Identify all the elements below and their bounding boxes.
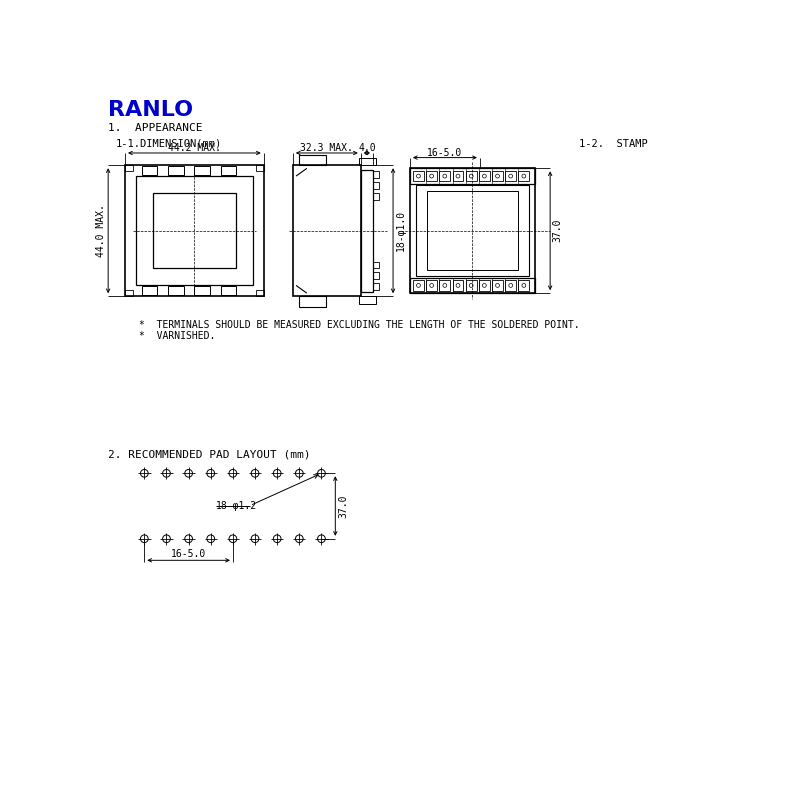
Bar — [299, 296, 326, 307]
Bar — [518, 280, 530, 291]
Text: 2. RECOMMENDED PAD LAYOUT (mm): 2. RECOMMENDED PAD LAYOUT (mm) — [108, 449, 310, 459]
Text: 32.3 MAX.: 32.3 MAX. — [301, 143, 354, 154]
Bar — [221, 286, 236, 295]
Bar — [373, 283, 379, 290]
Text: *  TERMINALS SHOULD BE MEASURED EXCLUDING THE LENGTH OF THE SOLDERED POINT.: * TERMINALS SHOULD BE MEASURED EXCLUDING… — [139, 321, 579, 330]
Bar — [439, 280, 450, 291]
Bar — [416, 186, 529, 276]
Bar — [466, 280, 477, 291]
Bar — [373, 193, 379, 200]
Bar — [361, 170, 373, 291]
Bar — [256, 290, 264, 296]
Bar — [413, 280, 424, 291]
Bar — [426, 280, 437, 291]
Text: 16-5.0: 16-5.0 — [427, 148, 462, 158]
Bar — [136, 176, 253, 286]
Bar — [153, 193, 236, 269]
Bar — [427, 191, 518, 270]
Bar — [426, 170, 437, 182]
Bar — [194, 286, 210, 295]
Text: 1.  APPEARANCE: 1. APPEARANCE — [108, 123, 202, 134]
Bar — [453, 170, 463, 182]
Bar — [479, 280, 490, 291]
Bar — [439, 170, 450, 182]
Bar — [221, 166, 236, 175]
Bar — [373, 272, 379, 279]
Bar — [125, 166, 133, 171]
Bar — [299, 154, 326, 166]
Bar — [373, 182, 379, 189]
Bar — [194, 166, 210, 175]
Bar — [518, 170, 530, 182]
Bar — [142, 166, 158, 175]
Bar — [359, 158, 376, 166]
Bar — [142, 286, 158, 295]
Bar — [492, 280, 503, 291]
Text: 44.2 MAX.: 44.2 MAX. — [168, 143, 221, 154]
Text: 18-φ1.2: 18-φ1.2 — [216, 501, 258, 511]
Bar — [256, 166, 264, 171]
Bar — [373, 171, 379, 178]
Text: 16-5.0: 16-5.0 — [171, 549, 206, 559]
Text: 18-φ1.0: 18-φ1.0 — [396, 210, 406, 251]
Bar — [125, 290, 133, 296]
Bar — [168, 286, 184, 295]
Bar — [373, 262, 379, 269]
Bar — [492, 170, 503, 182]
Bar — [413, 170, 424, 182]
Bar — [125, 166, 264, 296]
Text: 1-1.DIMENSION(mm): 1-1.DIMENSION(mm) — [116, 138, 222, 149]
Bar — [410, 278, 534, 293]
Bar — [479, 170, 490, 182]
Bar — [453, 280, 463, 291]
Text: 1-2.  STAMP: 1-2. STAMP — [579, 138, 648, 149]
Bar — [168, 166, 184, 175]
Bar — [410, 168, 534, 184]
Text: 4.0: 4.0 — [358, 143, 376, 154]
Text: 37.0: 37.0 — [553, 219, 563, 242]
Text: *  VARNISHED.: * VARNISHED. — [139, 331, 215, 342]
Bar — [293, 166, 361, 296]
Bar — [506, 170, 516, 182]
Text: RANLO: RANLO — [108, 100, 194, 120]
Bar — [466, 170, 477, 182]
Bar — [506, 280, 516, 291]
Text: 44.0 MAX.: 44.0 MAX. — [96, 204, 106, 257]
Text: 37.0: 37.0 — [338, 494, 348, 518]
Bar — [359, 296, 376, 304]
Bar — [410, 168, 534, 293]
